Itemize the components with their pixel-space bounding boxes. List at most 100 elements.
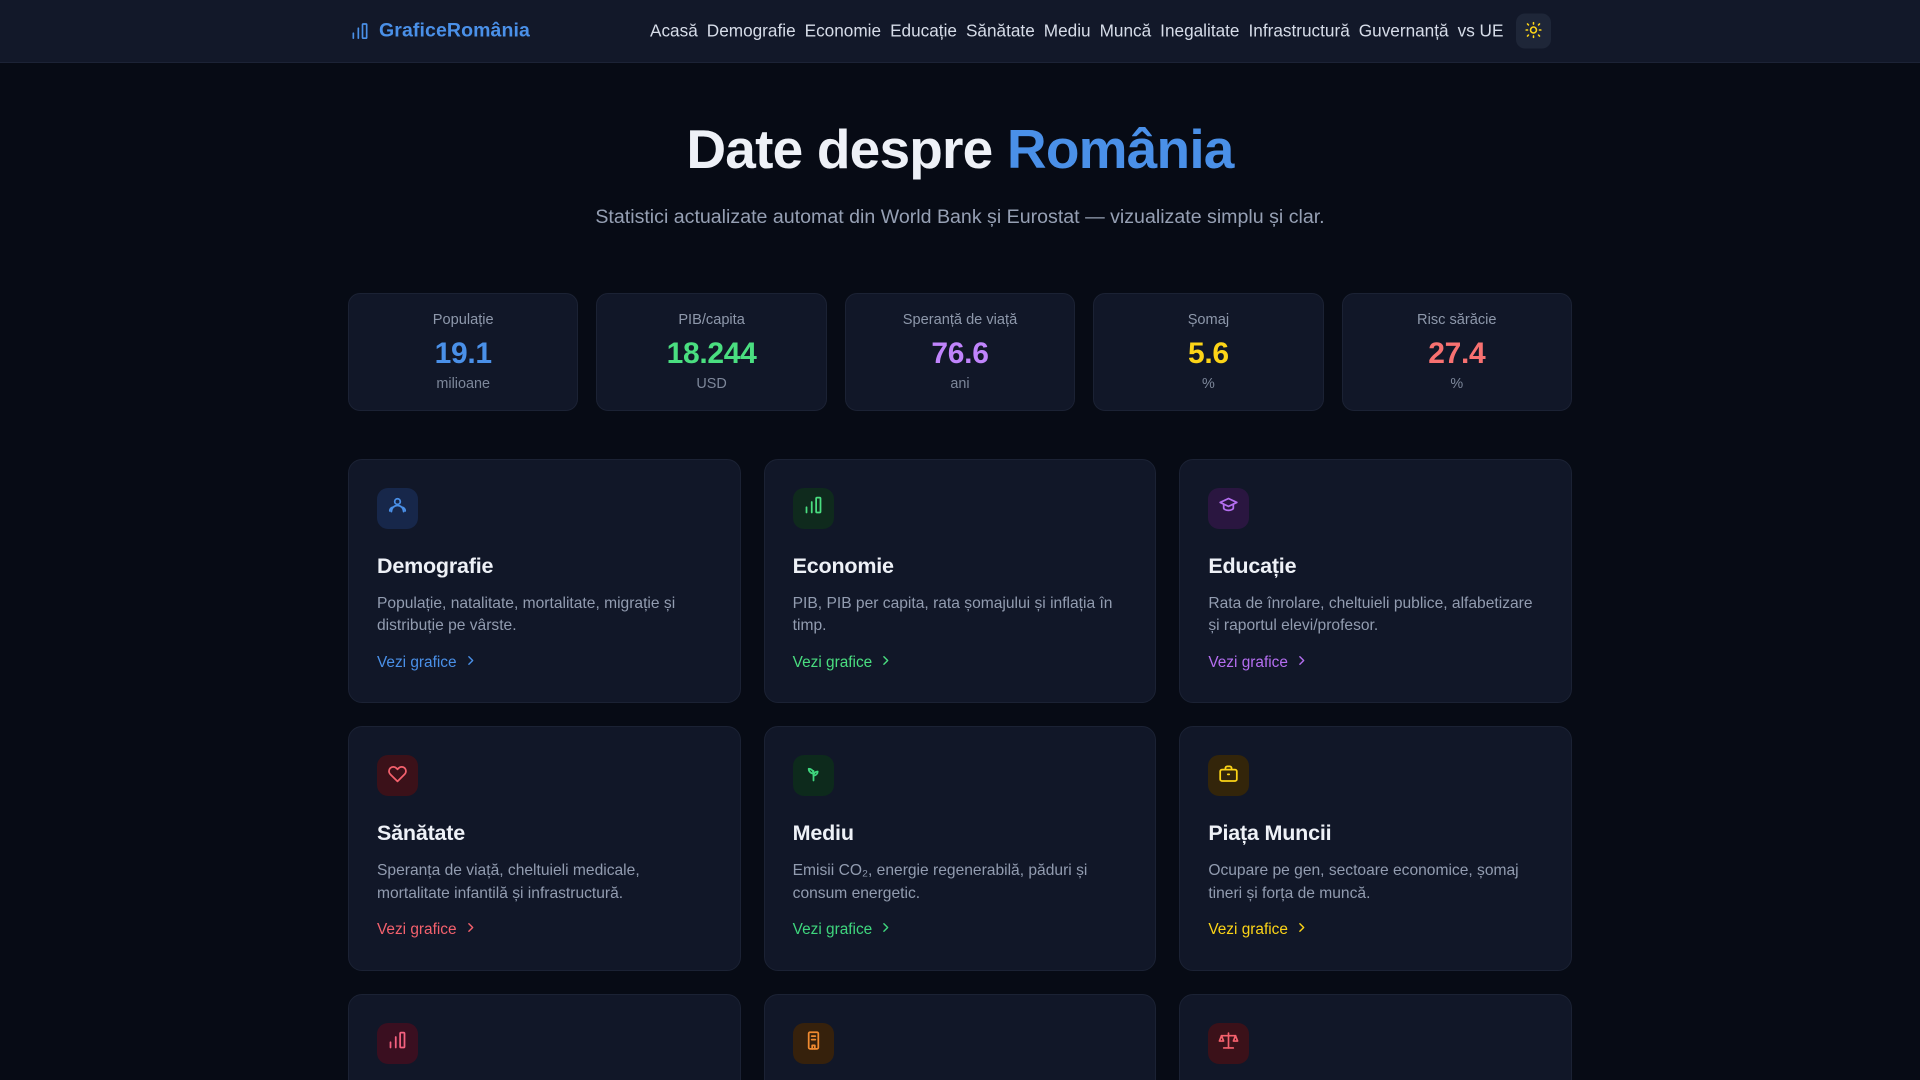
category-title: Demografie [377,553,494,578]
top-navbar: GraficeRomânia Acasă Demografie Economie… [0,0,1920,63]
category-title: Mediu [792,821,854,846]
brand-logo[interactable]: GraficeRomânia [350,20,530,43]
bar-chart-icon [350,21,370,41]
category-link-label: Vezi grafice [1208,653,1288,671]
category-icon-box [377,755,418,797]
category-card-inegalitate[interactable]: Inegalitate Coeficient Gini, rata sărăci… [348,993,741,1080]
category-description: Ocupare pe gen, sectoare economice, șoma… [1208,862,1519,902]
brand-name: GraficeRomânia [379,19,530,42]
category-link-piata-muncii[interactable]: Vezi grafice [1208,921,1308,939]
sun-icon [1525,21,1542,41]
category-title: Sănătate [377,821,466,846]
stat-unit: milioane [436,375,490,392]
stat-value: 19.1 [434,336,493,370]
category-link-demografie[interactable]: Vezi grafice [377,654,477,672]
stat-unit: % [1201,375,1215,392]
category-description: Populație, natalitate, mortalitate, migr… [377,594,676,635]
briefcase-icon [1218,763,1239,789]
category-link-label: Vezi grafice [377,921,457,939]
stat-value: 5.6 [1187,336,1229,370]
bar-chart-icon [803,495,824,521]
category-icon-box [792,487,834,529]
chevron-right-icon [1295,654,1308,672]
category-link-label: Vezi grafice [792,653,873,671]
category-card-sanatate[interactable]: Sănătate Speranța de viață, cheltuieli m… [348,726,741,971]
stat-label: PIB/capita [678,312,745,329]
chevron-right-icon [879,921,892,939]
category-description: Speranța de viață, cheltuieli medicale, … [377,862,640,902]
stat-label: Risc sărăcie [1417,312,1497,329]
scales-icon [1218,1030,1239,1056]
category-card-educatie[interactable]: Educație Rata de înrolare, cheltuieli pu… [1179,458,1572,704]
category-card-mediu[interactable]: Mediu Emisii CO₂, energie regenerabilă, … [763,726,1157,971]
category-title: Piața Muncii [1208,821,1332,846]
page-body: Date despre România Statistici actualiza… [0,63,1920,1080]
nav-link-vs-ue[interactable]: vs UE [1457,20,1504,41]
nav-link-munca[interactable]: Muncă [1099,20,1152,41]
category-icon-box [792,1022,834,1064]
category-description: Rata de înrolare, cheltuieli publice, al… [1208,594,1533,635]
category-icon-box [792,755,834,797]
nav-link-guvernanta[interactable]: Guvernanță [1358,20,1449,41]
category-description: PIB, PIB per capita, rata șomajului și i… [792,594,1113,635]
category-link-mediu[interactable]: Vezi grafice [793,921,893,939]
heart-icon [387,763,408,789]
chevron-right-icon [464,921,477,939]
category-icon-box [377,1022,418,1064]
category-card-demografie[interactable]: Demografie Populație, natalitate, mortal… [348,458,741,704]
stat-card-pib-capita: PIB/capita 18.244 USD [596,293,827,411]
chevron-right-icon [879,654,892,672]
category-grid: Demografie Populație, natalitate, mortal… [348,458,1572,1080]
category-link-educatie[interactable]: Vezi grafice [1208,654,1308,672]
nav-link-mediu[interactable]: Mediu [1043,20,1091,41]
category-link-economie[interactable]: Vezi grafice [793,654,893,672]
stat-card-risc-saracie: Risc sărăcie 27.4 % [1341,293,1572,411]
category-link-label: Vezi grafice [1208,921,1288,939]
stat-value: 18.244 [666,336,757,370]
stat-unit: ani [950,375,970,392]
stat-card-populatie: Populație 19.1 milioane [348,293,579,411]
category-icon-box [1208,755,1250,797]
nav-link-sanatate[interactable]: Sănătate [965,20,1035,41]
nav-link-demografie[interactable]: Demografie [706,20,796,41]
chevron-right-icon [1295,921,1308,939]
nav-links: Acasă Demografie Economie Educație Sănăt… [650,22,1503,39]
chevron-right-icon [464,654,477,672]
category-icon-box [1208,487,1250,529]
stat-label: Șomaj [1187,312,1230,329]
stat-card-speranta-de-viata: Speranță de viață 76.6 ani [844,293,1076,411]
category-card-piata-muncii[interactable]: Piața Muncii Ocupare pe gen, sectoare ec… [1179,726,1572,971]
category-description: Emisii CO₂, energie regenerabilă, păduri… [792,862,1088,902]
nav-link-inegalitate[interactable]: Inegalitate [1160,20,1240,41]
nav-link-educatie[interactable]: Educație [890,20,957,41]
stat-label: Populație [432,312,494,329]
stats-row: Populație 19.1 milioane PIB/capita 18.24… [348,293,1572,411]
stat-unit: USD [696,375,727,392]
category-card-infrastructura[interactable]: Infrastructură Căi ferate, transport aer… [763,993,1157,1080]
category-link-label: Vezi grafice [792,921,873,939]
users-icon [387,495,408,521]
bar-chart-icon [387,1030,408,1056]
category-link-sanatate[interactable]: Vezi grafice [377,921,477,939]
category-card-coruptie-guvernanta[interactable]: Corupție & Guvernanță Control corupție, … [1179,993,1572,1080]
nav-link-infrastructura[interactable]: Infrastructură [1248,20,1350,41]
category-title: Economie [792,553,894,578]
page-title-accent: România [1006,118,1234,180]
stat-label: Speranță de viață [902,312,1018,329]
category-card-economie[interactable]: Economie PIB, PIB per capita, rata șomaj… [763,458,1157,704]
category-icon-box [377,487,418,529]
sprout-icon [803,763,824,789]
stat-value: 27.4 [1428,336,1486,370]
graduation-cap-icon [1218,495,1239,521]
page-title: Date despre România [348,118,1572,181]
category-icon-box [1208,1022,1250,1064]
hero-section: Date despre România Statistici actualiza… [348,118,1572,231]
stat-card-somaj: Șomaj 5.6 % [1093,293,1324,411]
nav-link-acasa[interactable]: Acasă [650,20,698,41]
stat-value: 76.6 [931,336,989,370]
page-title-main: Date despre [686,118,1007,180]
theme-toggle-button[interactable] [1516,13,1551,49]
category-link-label: Vezi grafice [377,653,457,671]
nav-link-economie[interactable]: Economie [804,20,882,41]
category-title: Educație [1208,553,1297,578]
